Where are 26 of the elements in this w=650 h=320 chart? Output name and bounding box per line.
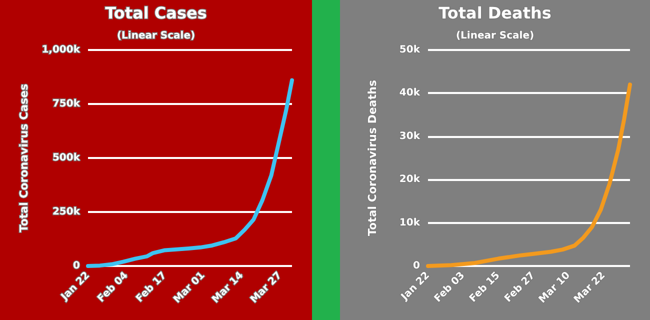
y-tick-label: 500k: [52, 152, 80, 164]
x-tick-label: Jan 22: [398, 270, 432, 304]
x-tick-label: Feb 27: [502, 270, 538, 305]
y-tick-label: 0: [73, 260, 80, 272]
y-axis-title: Total Coronavirus Deaths: [366, 80, 379, 236]
x-tick-label: Feb 15: [468, 270, 502, 305]
y-tick-label: 0: [413, 260, 420, 272]
y-tick-label: 40k: [399, 88, 420, 99]
y-axis-title: Total Coronavirus Cases: [17, 83, 30, 232]
y-tick-label: 20k: [399, 174, 420, 186]
y-tick-label: 1,000k: [42, 44, 80, 56]
x-tick-label: Feb 04: [96, 270, 130, 305]
chart-subtitle: (Linear Scale): [116, 30, 196, 42]
y-tick-label: 30k: [399, 130, 420, 142]
chart-subtitle: (Linear Scale): [456, 30, 534, 42]
y-tick-label: 10k: [399, 217, 420, 228]
line-series: [426, 82, 632, 268]
chart-title: Total Deaths: [438, 4, 552, 22]
y-tick-label: 50k: [399, 44, 420, 56]
y-tick-label: 750k: [52, 98, 80, 110]
chart-title: Total Cases: [105, 4, 207, 22]
y-tick-label: 250k: [52, 206, 80, 218]
line-series: [86, 78, 294, 268]
x-tick-label: Jan 22: [58, 270, 92, 304]
x-tick-label: Feb 03: [432, 270, 468, 305]
x-tick-label: Feb 17: [134, 270, 169, 305]
